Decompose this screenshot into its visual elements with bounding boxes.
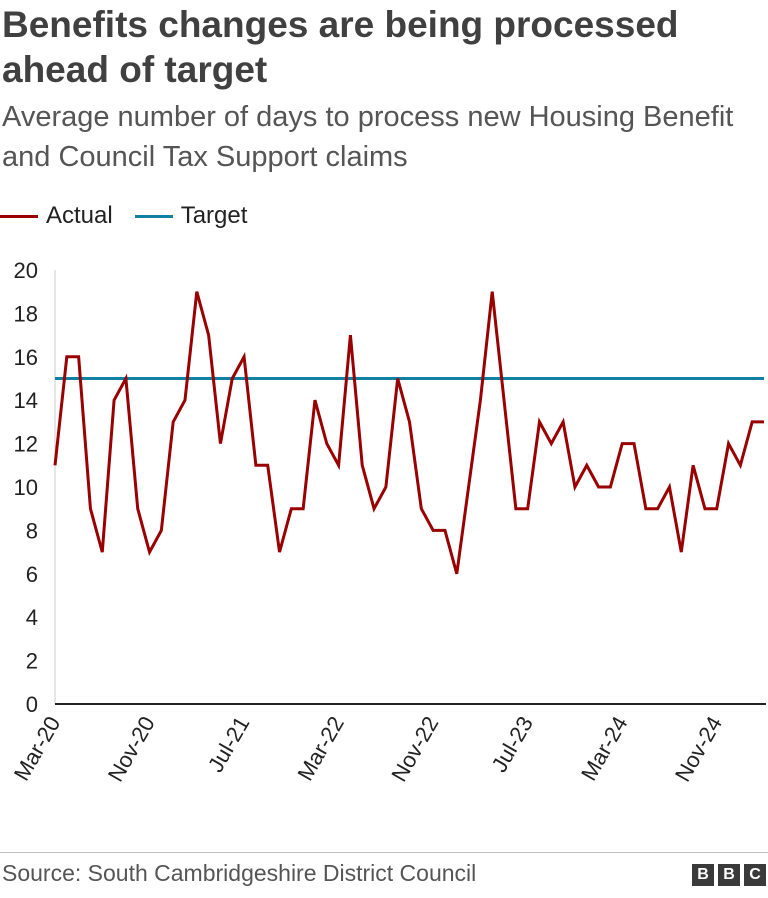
bbc-logo-letter: B — [718, 864, 740, 886]
y-tick-label: 8 — [26, 518, 38, 543]
x-tick-label: Jul-21 — [203, 712, 255, 776]
y-tick-label: 2 — [26, 649, 38, 674]
y-tick-label: 16 — [14, 345, 38, 370]
bbc-logo-letter: B — [692, 864, 714, 886]
y-axis: 0 2 4 6 8 10 12 14 16 18 20 — [14, 258, 56, 717]
y-tick-label: 0 — [26, 692, 38, 717]
y-tick-label: 12 — [14, 432, 38, 457]
page-subtitle: Average number of days to process new Ho… — [2, 101, 734, 173]
x-tick-label: Nov-22 — [386, 712, 443, 786]
legend-label-target: Target — [180, 202, 248, 229]
x-tick-label: Jul-23 — [486, 712, 538, 776]
y-tick-label: 4 — [26, 605, 38, 630]
source-note: Source: South Cambridgeshire District Co… — [2, 860, 477, 886]
chart-lines — [53, 291, 764, 575]
y-tick-label: 20 — [14, 258, 38, 283]
legend-item-actual: Actual — [0, 202, 113, 230]
x-tick-label: Mar-20 — [9, 712, 65, 785]
x-tick-label: Mar-24 — [576, 712, 632, 785]
y-tick-label: 18 — [14, 301, 38, 326]
bbc-logo: B B C — [692, 864, 766, 886]
x-tick-label: Nov-20 — [103, 712, 160, 786]
legend-label-actual: Actual — [46, 202, 113, 229]
legend-swatch-target — [134, 214, 173, 218]
legend-swatch-actual — [0, 214, 38, 218]
series-line-actual — [53, 291, 764, 575]
legend-item-target: Target — [134, 202, 248, 230]
y-tick-label: 6 — [26, 562, 38, 587]
y-tick-label: 10 — [14, 475, 38, 500]
x-tick-label: Nov-24 — [670, 712, 727, 786]
x-tick-label: Mar-22 — [292, 712, 348, 785]
legend: Actual Target — [0, 200, 269, 232]
x-axis: Mar-20 Nov-20 Jul-21 Mar-22 Nov-22 Jul-23 Mar-… — [9, 703, 766, 786]
footer-divider — [0, 852, 768, 853]
y-tick-label: 14 — [14, 388, 38, 413]
page-title: Benefits changes are being processed ahe… — [2, 4, 679, 90]
bbc-logo-letter: C — [744, 864, 766, 886]
